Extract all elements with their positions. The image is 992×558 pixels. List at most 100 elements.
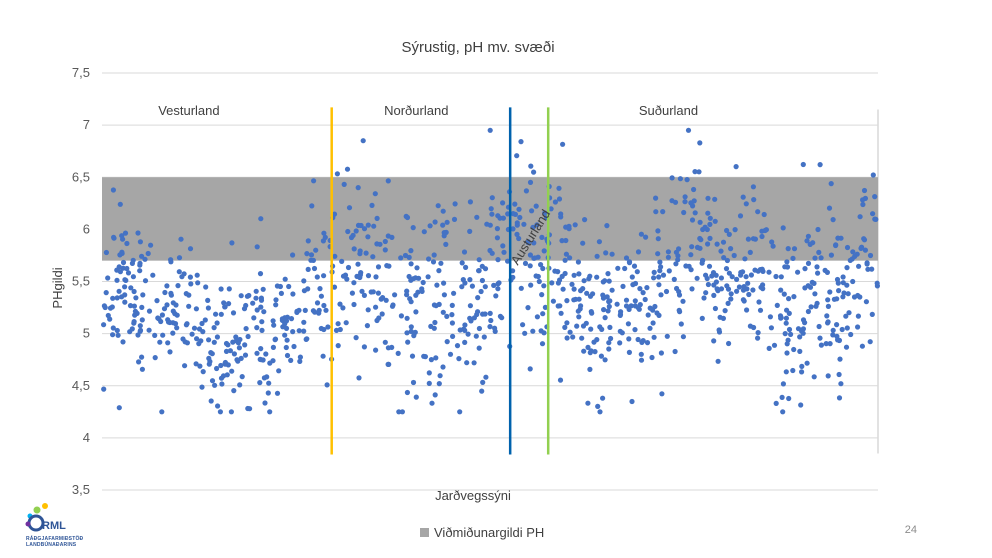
data-point [359,288,365,294]
data-point [139,366,145,372]
y-tick-label: 6,5 [72,169,90,184]
data-point [374,317,380,324]
data-point [556,196,563,202]
data-point [441,280,447,286]
data-point [335,343,341,349]
data-point [164,302,170,308]
data-point [676,289,682,295]
data-point [291,343,297,350]
data-point [258,346,264,352]
data-point [530,328,536,334]
data-point [440,208,446,214]
data-point [783,369,789,375]
data-point [432,392,438,398]
data-point [636,306,642,312]
data-point [487,127,493,133]
data-point [332,253,338,259]
data-point [194,272,200,278]
data-point [415,289,421,295]
data-point [167,319,173,326]
data-point [528,163,534,169]
data-point [830,327,836,333]
data-point [726,231,732,237]
data-point [664,333,670,339]
data-point [212,382,218,388]
data-point [817,335,823,341]
data-point [465,331,471,337]
data-point [193,306,199,312]
data-point [655,236,661,242]
data-point [724,227,730,234]
data-point [731,252,737,259]
data-point [385,361,391,367]
data-point [377,241,383,247]
data-point [493,293,499,299]
data-point [271,322,277,328]
data-point [205,305,211,311]
data-point [556,185,562,191]
data-point [718,275,725,281]
y-tick-label: 5,5 [72,274,90,289]
data-point [159,312,165,318]
data-point [131,319,137,325]
data-point [784,307,790,313]
data-point [596,239,603,245]
data-point [840,294,846,300]
data-point [726,340,732,347]
data-point [265,390,271,396]
data-point [732,227,738,233]
data-point [773,400,779,406]
data-point [834,276,841,283]
data-point [604,223,610,229]
data-point [714,241,720,247]
data-point [186,303,192,309]
data-point [870,211,876,217]
data-point [311,178,317,184]
data-point [436,381,442,387]
data-point [580,240,586,246]
data-point [443,229,449,235]
data-point [696,169,702,175]
gridlines [102,72,879,491]
data-point [576,314,582,320]
data-point [564,298,570,304]
data-point [777,313,784,319]
data-point [279,316,285,322]
data-point [340,305,346,311]
data-point [179,274,185,280]
data-point [743,274,749,280]
data-point [110,295,116,301]
data-point [534,222,540,228]
data-point [830,217,836,223]
data-point [218,286,224,292]
data-point [115,332,121,338]
data-point [510,274,516,280]
data-point [132,312,138,318]
data-point [238,293,244,299]
data-point [733,164,739,170]
data-point [451,216,458,222]
data-point [258,297,265,303]
data-point [372,191,378,197]
data-point [476,268,482,274]
data-point [702,224,708,230]
data-point [305,286,311,292]
data-point [428,357,434,363]
data-point [454,343,461,349]
region-label: Norðurland [384,103,448,118]
data-point [361,344,367,350]
data-point [375,290,381,296]
data-point [142,278,149,284]
data-point [874,280,880,286]
data-point [161,306,168,312]
data-point [773,273,779,280]
data-point [711,282,717,288]
data-point [404,315,410,321]
data-point [120,259,127,266]
data-point [363,250,369,256]
data-point [778,287,784,293]
data-point [660,209,666,215]
data-point [311,265,318,272]
data-point [831,296,838,302]
data-point [130,257,136,263]
